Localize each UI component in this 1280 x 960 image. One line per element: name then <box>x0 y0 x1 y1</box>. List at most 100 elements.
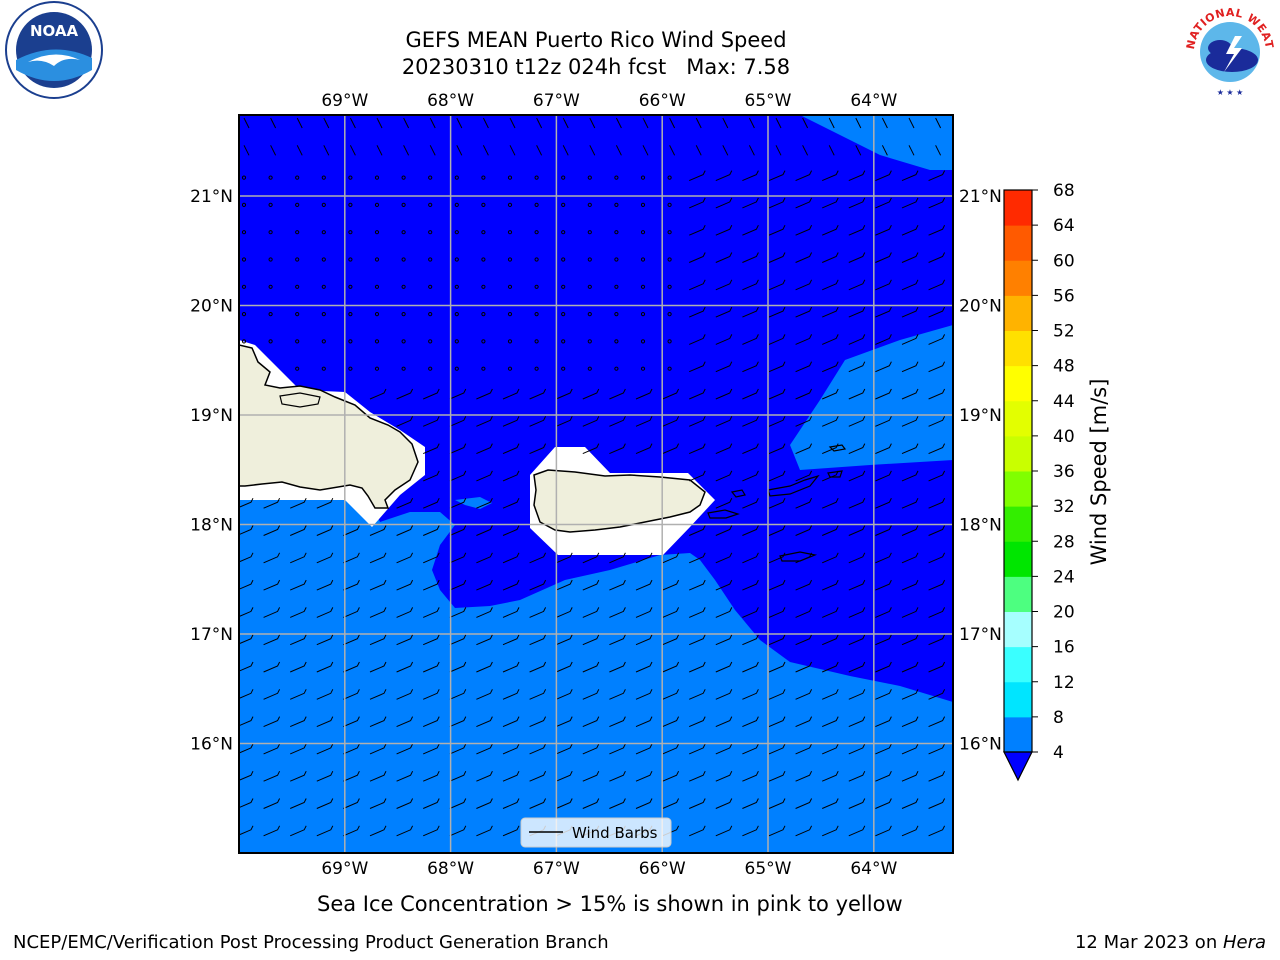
wind-barb-calm <box>295 366 300 371</box>
wind-barb <box>768 416 786 427</box>
wind-barb <box>715 825 733 837</box>
wind-barb <box>662 388 680 400</box>
wind-barb <box>795 661 813 673</box>
wind-barb-calm <box>481 339 486 344</box>
wind-barb <box>875 170 892 182</box>
wind-barb-calm <box>428 284 433 289</box>
wind-barb <box>875 197 892 209</box>
wind-barb <box>715 689 733 700</box>
colorbar-segment <box>1004 576 1032 612</box>
wind-barb-calm <box>295 230 300 235</box>
wind-barb <box>768 497 786 509</box>
wind-barb <box>502 388 520 400</box>
wind-barb <box>715 770 733 782</box>
wind-barb <box>529 607 547 618</box>
wind-barb-calm <box>428 175 433 180</box>
wind-barb-calm <box>374 202 380 207</box>
wind-barb <box>748 117 755 129</box>
wind-barb-calm <box>561 257 566 262</box>
wind-barb <box>263 716 281 728</box>
wind-barb <box>476 579 493 591</box>
wind-barb-calm <box>640 366 646 371</box>
colorbar-label: Wind Speed [m/s] <box>1087 379 1111 566</box>
wind-barb <box>609 661 626 673</box>
wind-barb <box>635 689 653 700</box>
wind-barb <box>263 770 281 782</box>
wind-barb <box>582 607 600 618</box>
wind-barb <box>502 716 520 728</box>
wind-barb <box>822 279 839 291</box>
wind-barb-calm <box>295 339 300 344</box>
wind-barb <box>848 470 866 482</box>
wind-barb <box>270 145 277 156</box>
wind-barb <box>239 689 254 699</box>
wind-barb <box>476 634 493 646</box>
wind-barb-calm <box>428 230 433 235</box>
wind-barb-calm <box>295 257 300 262</box>
wind-barb <box>928 689 946 700</box>
legend-label: Wind Barbs <box>572 824 658 842</box>
wind-barb <box>875 416 892 427</box>
wind-barb <box>689 798 706 809</box>
wind-barb <box>928 224 946 236</box>
colorbar-tick-label: 56 <box>1053 286 1075 306</box>
lon-tick-label: 68°W <box>427 91 474 111</box>
wind-barb <box>901 525 919 536</box>
wind-barb <box>582 798 600 809</box>
wind-barb <box>795 388 813 400</box>
wind-barb-calm <box>534 230 539 235</box>
wind-barb <box>423 716 440 728</box>
wind-barb <box>449 634 467 646</box>
wind-barb <box>369 661 387 673</box>
wind-barb-calm <box>321 366 326 371</box>
wind-barb <box>349 145 356 156</box>
wind-barb-calm <box>587 202 592 207</box>
lat-tick-label: 16°N <box>190 735 233 755</box>
wind-barb <box>662 770 680 782</box>
wind-barb <box>901 252 919 263</box>
wind-barb <box>928 825 946 837</box>
wind-barb-calm <box>348 312 353 317</box>
wind-barb <box>635 716 653 728</box>
wind-barb-calm <box>667 366 672 371</box>
wind-barb <box>290 716 307 728</box>
wind-barb-calm <box>614 284 619 289</box>
wind-barb <box>502 661 520 673</box>
wind-barb <box>589 145 596 156</box>
wind-barb <box>822 416 839 427</box>
wind-barb <box>742 798 759 809</box>
wind-barb-calm <box>268 230 273 235</box>
wind-barb <box>689 743 706 755</box>
wind-barb-calm <box>667 284 672 289</box>
wind-barb-calm <box>561 175 566 180</box>
wind-barb <box>376 145 383 156</box>
wind-barb <box>449 716 467 728</box>
wind-barb <box>662 743 680 755</box>
wind-barb <box>875 388 892 400</box>
wind-barb <box>239 497 254 508</box>
wind-barb <box>901 497 919 509</box>
wind-barb-calm <box>321 175 326 180</box>
wind-barb <box>795 252 813 263</box>
wind-barb <box>795 361 813 373</box>
wind-barb <box>742 607 759 618</box>
wind-barb-calm <box>534 175 539 180</box>
wind-barb <box>609 607 626 618</box>
wind-barb <box>848 170 866 182</box>
wind-barb <box>901 334 919 345</box>
colorbar-segment <box>1004 506 1032 542</box>
wind-barb <box>768 743 786 755</box>
wind-barb <box>689 388 706 400</box>
wind-barb <box>536 117 543 129</box>
colorbar-tick-label: 24 <box>1053 567 1075 587</box>
wind-barb <box>635 661 653 673</box>
wind-barb-calm <box>507 366 513 371</box>
wind-barb-calm <box>614 230 619 235</box>
wind-barb <box>822 770 839 782</box>
wind-barb <box>928 334 946 345</box>
wind-barb <box>662 416 680 427</box>
wind-barb <box>476 388 493 400</box>
wind-barb-calm <box>667 312 672 317</box>
wind-barb <box>669 145 676 156</box>
wind-barb <box>396 743 414 755</box>
